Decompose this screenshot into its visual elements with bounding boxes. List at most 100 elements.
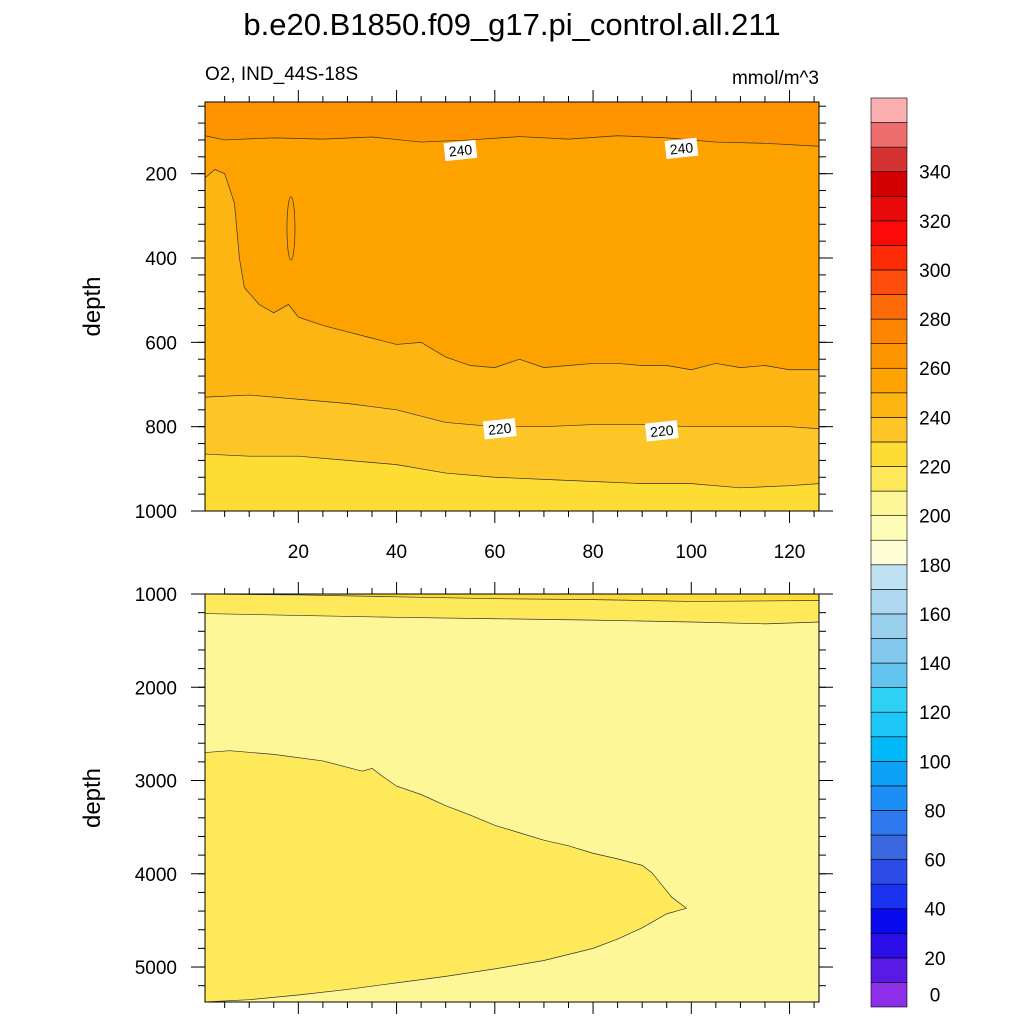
colorbar-swatch: [870, 908, 908, 934]
colorbar-swatch: [870, 171, 908, 197]
colorbar-swatch: [870, 343, 908, 369]
colorbar-label: 240: [919, 408, 951, 429]
x-tick-label: 80: [582, 542, 603, 563]
colorbar-swatch: [870, 245, 908, 271]
colorbar-swatch: [870, 195, 908, 222]
contour-label-bg: [664, 137, 699, 160]
y-tick-label: 200: [145, 165, 177, 186]
colorbar-swatch: [870, 318, 908, 344]
colorbar-swatch: [870, 859, 908, 885]
colorbar-label: 60: [924, 851, 945, 872]
colorbar-swatch: [870, 982, 908, 1008]
colorbar-label: 100: [919, 752, 951, 773]
colorbar-label: 220: [919, 458, 951, 479]
x-tick-label: 100: [675, 542, 707, 563]
y-tick-label: 600: [145, 333, 177, 354]
x-tick-label: 20: [288, 542, 309, 563]
plot-frame: [204, 593, 820, 1003]
colorbar-swatch: [870, 539, 908, 566]
colorbar-swatch: [870, 441, 908, 467]
colorbar-swatch: [870, 269, 908, 295]
colorbar-swatch: [870, 711, 908, 738]
colorbar-swatch: [870, 490, 908, 516]
colorbar-swatch: [870, 97, 908, 123]
y-tick-label: 4000: [135, 865, 177, 886]
band-230-240: [205, 102, 819, 370]
contour-label-text: 220: [487, 420, 512, 438]
colorbar-label: 20: [924, 949, 945, 970]
y-tick-label: 1000: [135, 585, 177, 606]
contour-line-230: [204, 169, 819, 371]
units-label: mmol/m^3: [731, 68, 819, 89]
contour-label-text: 220: [649, 422, 674, 440]
contour-label: 220: [644, 420, 679, 442]
y-tick-label: 800: [145, 418, 177, 439]
contour-line-220: [204, 394, 820, 430]
plot-frame: [204, 101, 820, 512]
colorbar-swatch: [870, 367, 908, 394]
colorbar-swatch: [870, 662, 908, 688]
colorbar-label: 160: [919, 605, 951, 626]
colorbar-swatch: [870, 589, 908, 615]
y-tick-label: 1000: [135, 502, 177, 523]
colorbar-swatch: [870, 957, 908, 983]
variable-label: O2, IND_44S-18S: [205, 64, 359, 85]
colorbar-swatch: [870, 736, 908, 762]
colorbar-swatch: [870, 883, 908, 910]
y-tick-label: 400: [145, 249, 177, 270]
chart-title: b.e20.B1850.f09_g17.pi_control.all.211: [243, 7, 781, 42]
x-tick-label: 120: [774, 542, 806, 563]
colorbar-label: 180: [919, 556, 951, 577]
y-tick-label: 5000: [135, 958, 177, 979]
colorbar-swatch: [870, 294, 908, 320]
colorbar-label: 120: [919, 703, 951, 724]
colorbar-swatch: [870, 564, 908, 590]
colorbar-swatch: [870, 785, 908, 811]
colorbar-label: 0: [930, 986, 941, 1007]
band-240-250: [205, 102, 819, 147]
contour-label-text: 240: [669, 139, 694, 157]
colorbar-swatch: [870, 417, 908, 443]
colorbar-label: 260: [919, 359, 951, 380]
colorbar-swatch: [870, 392, 908, 418]
colorbar-swatch: [870, 834, 908, 860]
colorbar-label: 280: [919, 310, 951, 331]
contour-label-bg: [482, 418, 517, 440]
colorbar-label: 80: [924, 801, 945, 822]
contour-label: 220: [482, 418, 517, 440]
y-tick-label: 2000: [135, 678, 177, 699]
y-tick-label: 3000: [135, 772, 177, 793]
colorbar-swatch: [870, 638, 908, 664]
contour-label: 240: [664, 137, 699, 160]
contour-closed-loop: [286, 196, 296, 261]
colorbar-label: 300: [919, 261, 951, 282]
colorbar-label: 40: [924, 900, 945, 921]
colorbar-label: 140: [919, 654, 951, 675]
contour-line-210: [204, 453, 820, 489]
colorbar-swatch: [870, 146, 908, 173]
y-axis-label: depth: [79, 276, 106, 336]
contour-line-190: [204, 613, 820, 625]
colorbar-swatch: [870, 515, 908, 541]
colorbar-swatch: [870, 761, 908, 787]
contour-line-190: [204, 750, 688, 1003]
band-190-200-wedge: [205, 750, 687, 1002]
contour-label: 240: [443, 139, 478, 162]
contour-line-240: [204, 135, 820, 147]
contour-label-bg: [443, 139, 478, 162]
y-axis-label: depth: [79, 768, 106, 828]
colorbar-label: 320: [919, 212, 951, 233]
colorbar-swatch: [870, 122, 908, 148]
colorbar-swatch: [870, 810, 908, 836]
x-tick-label: 60: [484, 542, 505, 563]
contour-line-200: [204, 593, 820, 602]
contour-label-bg: [644, 420, 679, 442]
colorbar-swatch: [870, 220, 908, 246]
colorbar-swatch: [870, 932, 908, 959]
colorbar-swatch: [870, 466, 908, 492]
colorbar-swatch: [870, 613, 908, 639]
contour-label-text: 240: [448, 141, 473, 159]
colorbar-label: 340: [919, 163, 951, 184]
colorbar-swatch: [870, 687, 908, 713]
